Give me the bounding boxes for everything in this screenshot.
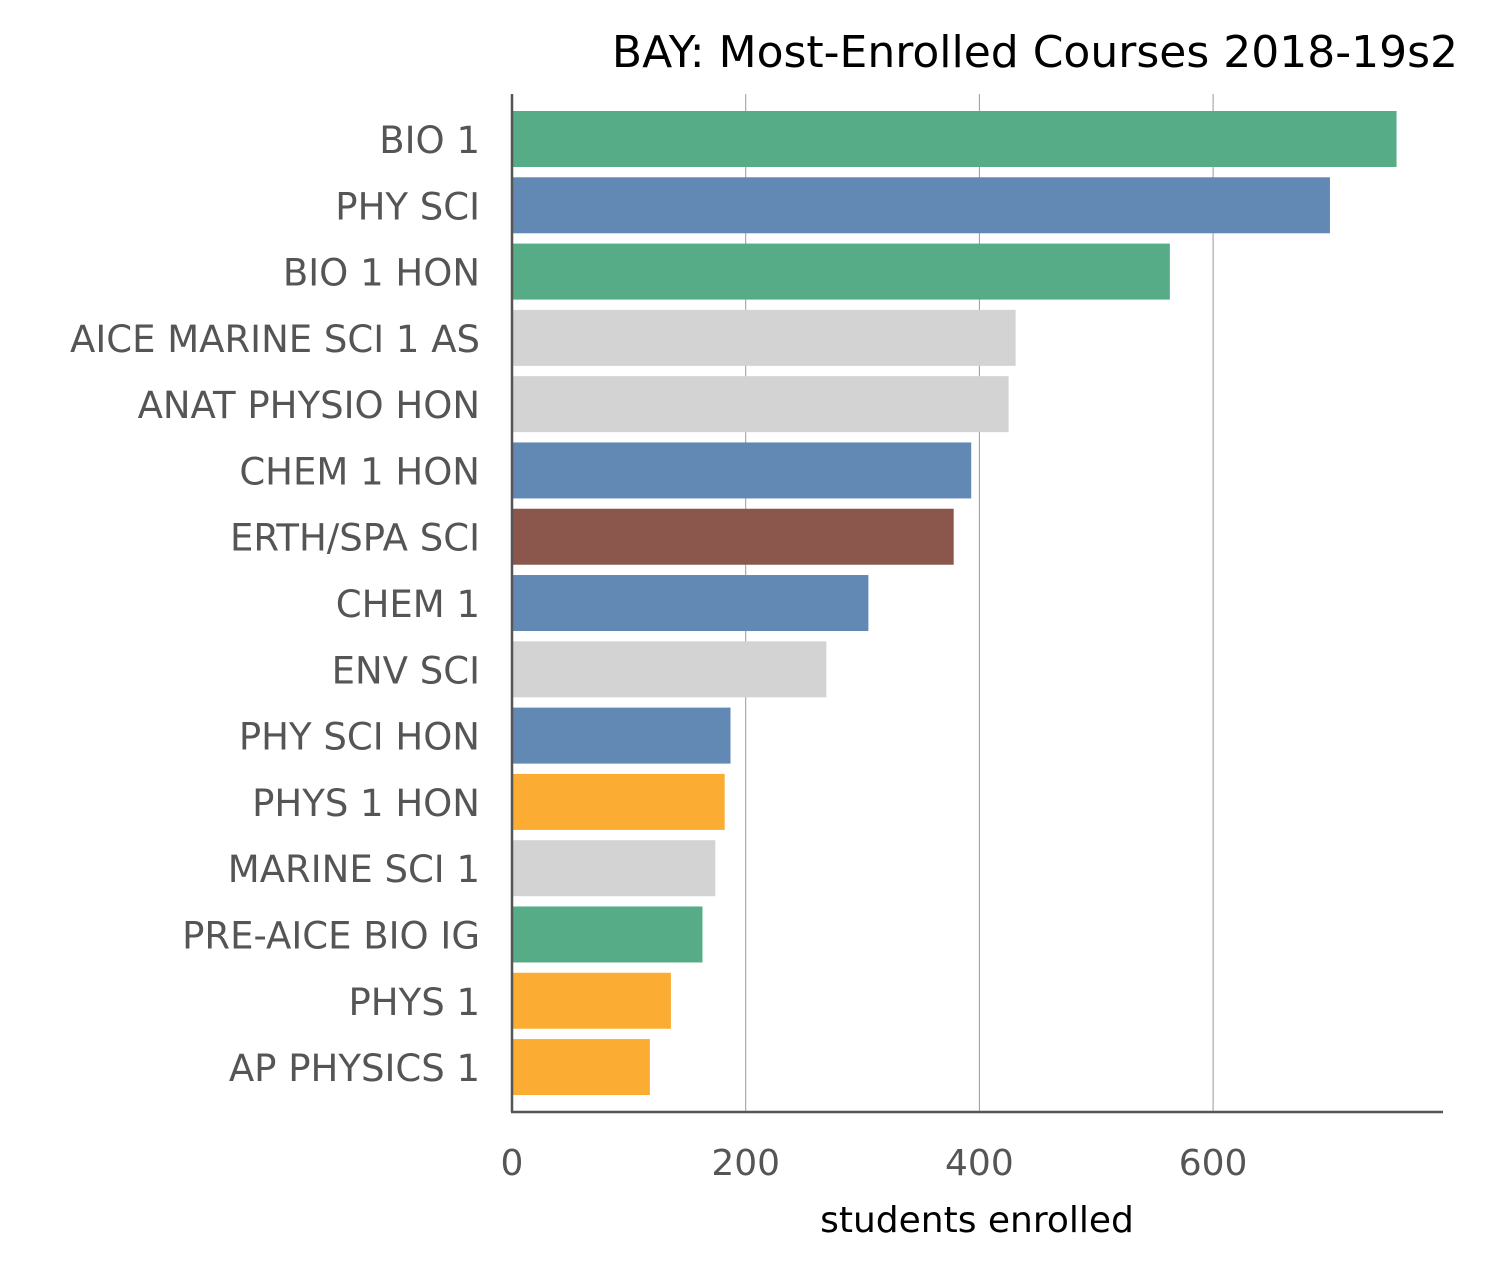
x-axis-title: students enrolled	[820, 1200, 1134, 1241]
category-label: ERTH/SPA SCI	[230, 517, 480, 560]
bar	[512, 508, 954, 565]
x-tick-label: 600	[1179, 1143, 1248, 1184]
bar	[512, 111, 1397, 167]
bar	[512, 840, 716, 897]
category-label: PHYS 1 HON	[252, 782, 480, 825]
bar	[512, 376, 1009, 433]
category-labels: BIO 1 PHY SCI BIO 1 HON AICE MARINE SCI 1 A…	[70, 119, 480, 1090]
chart-title: BAY: Most-Enrolled Courses 2018-19s2	[612, 27, 1458, 78]
bar	[512, 906, 703, 963]
category-label: PHYS 1	[348, 981, 480, 1024]
bar	[512, 773, 725, 830]
category-label: AP PHYSICS 1	[229, 1047, 480, 1090]
bar	[512, 575, 869, 632]
category-label: MARINE SCI 1	[228, 848, 480, 891]
category-label: BIO 1 HON	[283, 252, 480, 295]
category-label: PHY SCI	[335, 185, 480, 228]
category-label: PRE-AICE BIO IG	[182, 914, 480, 957]
bar	[512, 177, 1330, 234]
bars	[512, 111, 1397, 1096]
category-label: ANAT PHYSIO HON	[138, 384, 480, 427]
category-label: CHEM 1	[336, 583, 480, 626]
x-tick-label: 400	[945, 1143, 1014, 1184]
x-tick-label: 0	[501, 1143, 524, 1184]
bar	[512, 309, 1016, 366]
bar	[512, 707, 731, 764]
category-label: AICE MARINE SCI 1 AS	[70, 318, 480, 361]
category-label: ENV SCI	[332, 649, 480, 692]
x-tick-labels: 0 200 400 600	[501, 1143, 1248, 1184]
bar	[512, 243, 1170, 300]
category-label: BIO 1	[379, 119, 480, 162]
category-label: CHEM 1 HON	[239, 450, 480, 493]
bar	[512, 641, 827, 698]
bar	[512, 442, 972, 499]
bar	[512, 1039, 650, 1096]
bar	[512, 972, 671, 1029]
x-tick-label: 200	[711, 1143, 780, 1184]
category-label: PHY SCI HON	[239, 716, 480, 759]
